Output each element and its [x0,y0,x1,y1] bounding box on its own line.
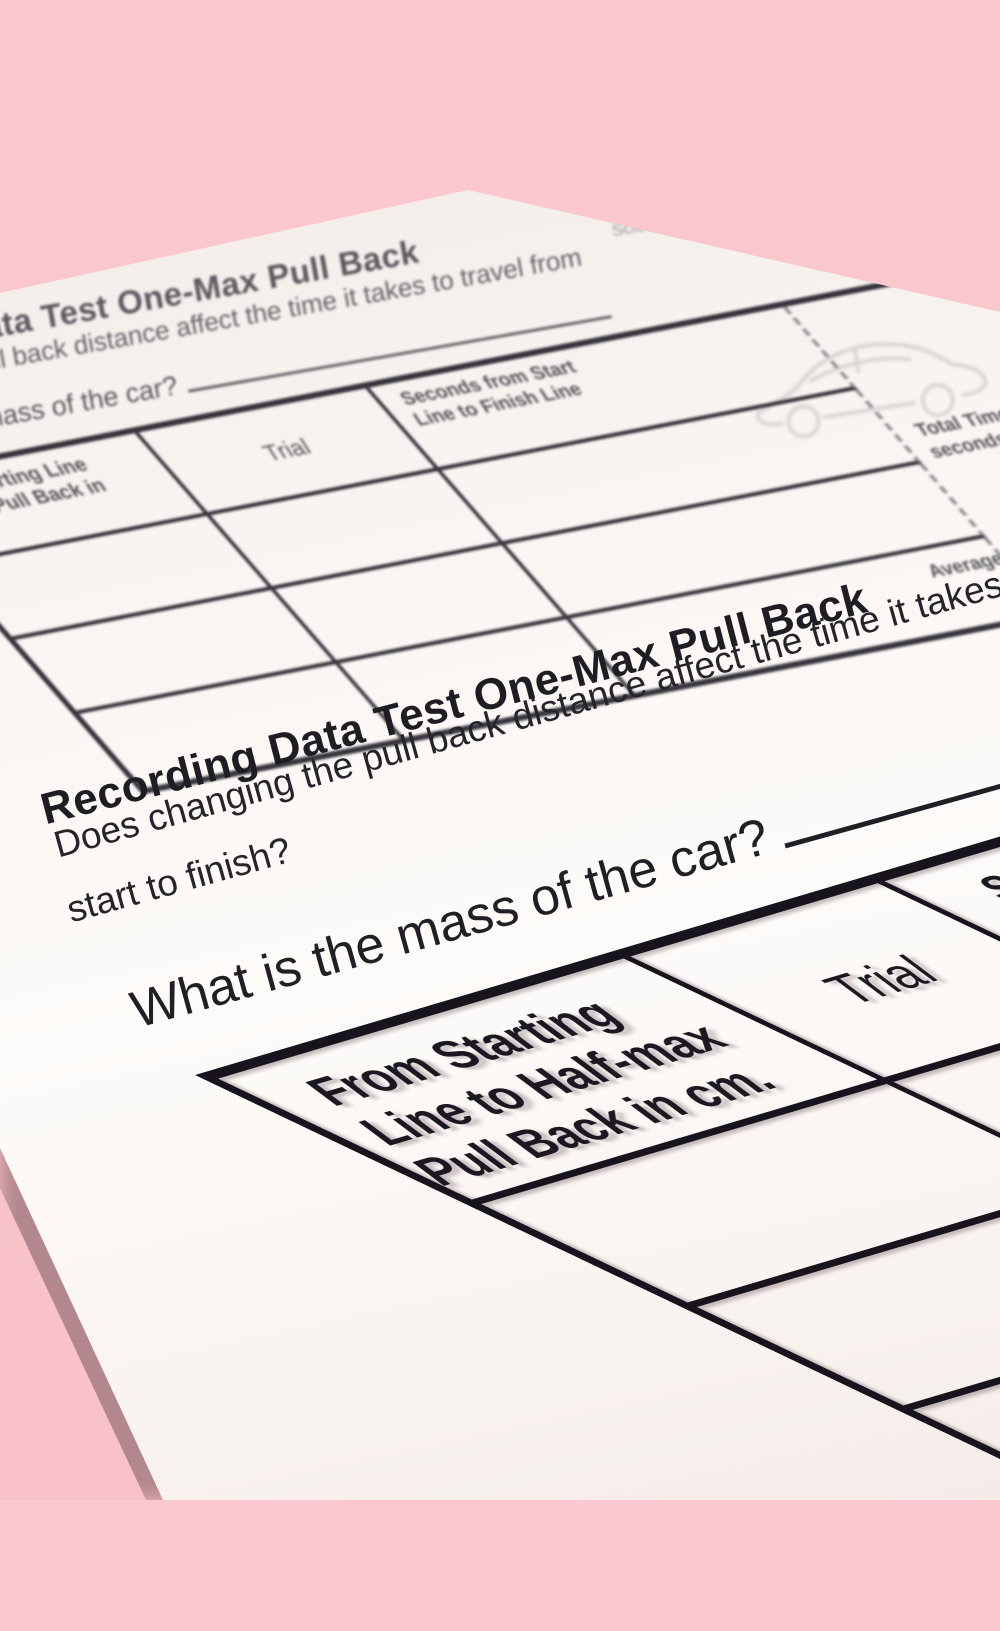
near-mass-answer-line [771,683,1000,849]
far-worksheet-section: Scientist Recording Data Test One-Max Pu… [0,190,1000,795]
near-worksheet-section: Recording Data Test One-Max Pull Back Do… [36,503,1000,1500]
photo-stage: Scientist Recording Data Test One-Max Pu… [0,190,1000,1500]
near-col2-header-label: Trial [810,947,952,1014]
car-sketch-icon [755,342,988,439]
worksheet-paper: Scientist Recording Data Test One-Max Pu… [0,190,1000,1500]
scientist-answer-line [683,190,898,224]
scientist-line: Scientist [610,190,899,241]
